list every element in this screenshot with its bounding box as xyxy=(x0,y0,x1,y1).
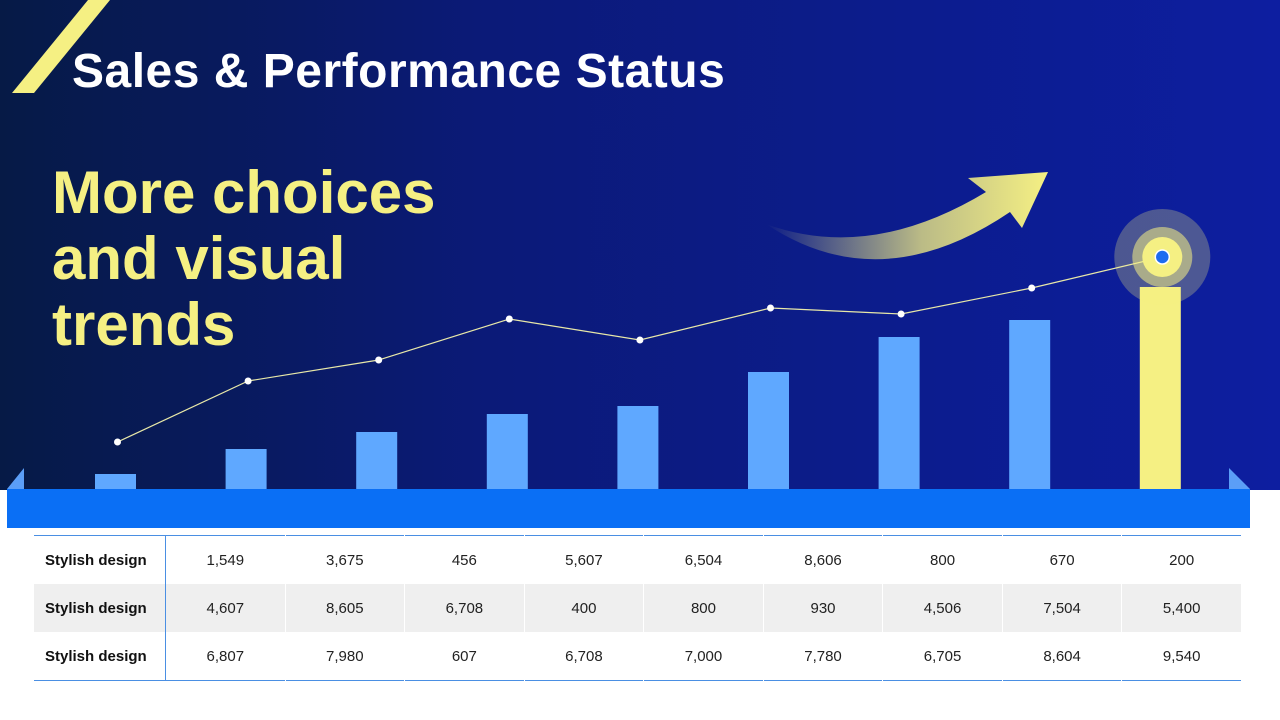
table-cell: 1,549 xyxy=(165,535,286,584)
table-cell: 607 xyxy=(404,632,525,681)
table-cell: 7,780 xyxy=(763,632,884,681)
bar xyxy=(748,372,789,489)
table-cell: 6,708 xyxy=(404,584,525,632)
table-cell: 8,604 xyxy=(1002,632,1123,681)
table-row: Stylish design 4,607 8,605 6,708 400 800… xyxy=(34,584,1242,632)
row-label: Stylish design xyxy=(34,584,166,632)
table-cell: 3,675 xyxy=(285,535,406,584)
bar xyxy=(486,414,528,489)
trend-point xyxy=(1028,284,1036,292)
bar xyxy=(356,432,398,489)
table-cell: 4,506 xyxy=(882,584,1003,632)
table-cell: 5,400 xyxy=(1121,584,1242,632)
table-cell: 8,605 xyxy=(285,584,406,632)
row-label: Stylish design xyxy=(34,632,166,681)
trend-point xyxy=(767,304,774,312)
row-label: Stylish design xyxy=(34,535,166,584)
table-cell: 456 xyxy=(404,535,525,584)
bar xyxy=(225,449,267,489)
data-table: Stylish design 1,549 3,675 456 5,607 6,5… xyxy=(34,535,1242,681)
table-cell: 8,606 xyxy=(763,535,884,584)
hero-banner: Sales & Performance Status More choices … xyxy=(0,0,1280,490)
trend-point xyxy=(375,356,383,364)
accent-stripe xyxy=(12,0,110,93)
bar-highlight xyxy=(1139,287,1181,489)
table-cell: 670 xyxy=(1002,535,1123,584)
band-right-bevel xyxy=(1229,468,1250,489)
page-title: Sales & Performance Status xyxy=(72,45,726,98)
trend-arrow-icon xyxy=(766,172,1048,260)
table-cell: 7,980 xyxy=(285,632,406,681)
table-cell: 6,504 xyxy=(643,535,764,584)
table-cell: 9,540 xyxy=(1121,632,1242,681)
table-cell: 7,504 xyxy=(1002,584,1123,632)
band-left-bevel xyxy=(7,468,24,489)
table-cell: 400 xyxy=(524,584,645,632)
table-cell: 7,000 xyxy=(643,632,764,681)
table-cell: 930 xyxy=(763,584,884,632)
table-cell: 5,607 xyxy=(524,535,645,584)
table-row: Stylish design 6,807 7,980 607 6,708 7,0… xyxy=(34,632,1242,681)
table-cell: 200 xyxy=(1121,535,1242,584)
bar-chart xyxy=(7,172,1250,489)
table-cell: 800 xyxy=(643,584,764,632)
bar-series xyxy=(95,287,1181,489)
table-cell: 6,708 xyxy=(524,632,645,681)
bar xyxy=(878,337,920,489)
trend-point xyxy=(244,377,252,385)
bar xyxy=(617,406,659,489)
bar xyxy=(95,474,136,489)
table-cell: 4,607 xyxy=(165,584,286,632)
table-cell: 800 xyxy=(882,535,1003,584)
trend-point xyxy=(897,310,905,318)
table-cell: 6,705 xyxy=(882,632,1003,681)
table-cell: 6,807 xyxy=(165,632,286,681)
trend-point xyxy=(505,315,513,323)
chart-base-band xyxy=(7,489,1250,528)
trend-point xyxy=(636,336,644,344)
table-row: Stylish design 1,549 3,675 456 5,607 6,5… xyxy=(34,535,1242,584)
trend-points xyxy=(114,209,1211,446)
trend-point-highlight xyxy=(1154,249,1171,265)
bar xyxy=(1009,320,1051,489)
tagline-heading: More choices and visual trends xyxy=(52,159,436,358)
trend-point xyxy=(114,438,121,446)
